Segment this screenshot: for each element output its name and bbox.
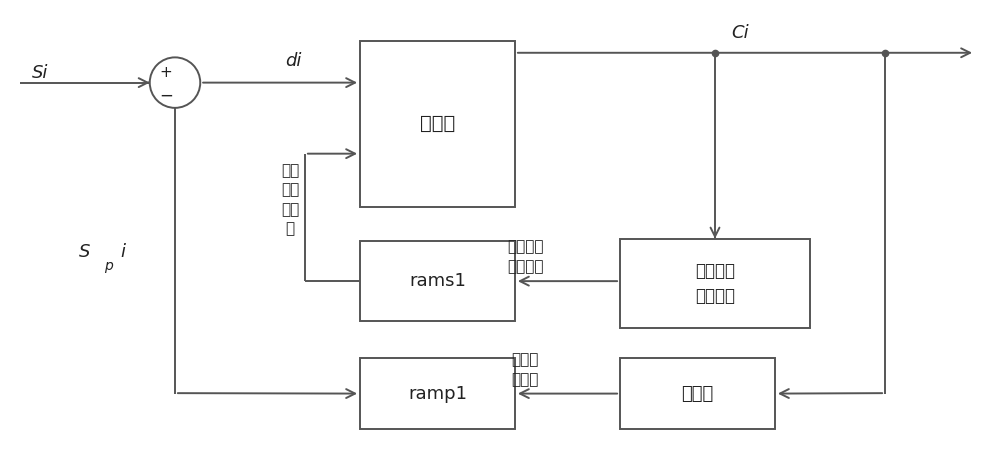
Text: 当前
自适
应因
子: 当前 自适 应因 子: [281, 163, 299, 236]
Text: i: i: [120, 243, 125, 262]
Text: 自适应因
子计算器: 自适应因 子计算器: [695, 262, 735, 305]
Bar: [360, 241, 515, 321]
Text: 自适应因
子更新值: 自适应因 子更新值: [507, 240, 543, 274]
Bar: [360, 358, 515, 429]
Text: rams1: rams1: [409, 272, 466, 290]
Text: S: S: [79, 243, 90, 262]
Text: 预测值
更新值: 预测值 更新值: [511, 352, 539, 387]
Text: +: +: [160, 65, 173, 80]
Text: −: −: [159, 86, 173, 104]
Text: Ci: Ci: [731, 24, 749, 42]
Text: Si: Si: [32, 64, 48, 83]
Text: p: p: [104, 259, 112, 273]
Text: 预测器: 预测器: [681, 385, 714, 403]
Bar: [620, 239, 810, 328]
Bar: [360, 41, 515, 207]
Text: ramp1: ramp1: [408, 385, 467, 403]
Bar: [620, 358, 775, 429]
Text: di: di: [285, 51, 301, 70]
Text: 量化器: 量化器: [420, 114, 455, 134]
